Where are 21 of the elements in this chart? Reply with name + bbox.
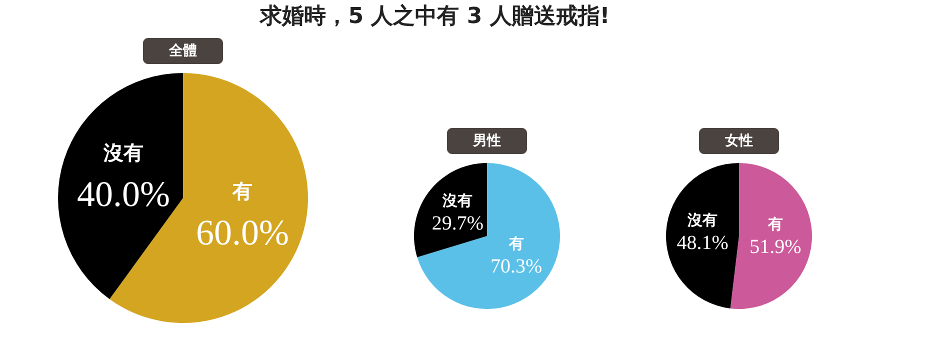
slice-label: 沒有 xyxy=(102,140,144,164)
slice-label: 有 xyxy=(766,215,783,234)
slice-label: 有 xyxy=(231,179,252,204)
slice-label: 沒有 xyxy=(686,210,718,229)
slice-label: 沒有 xyxy=(442,191,473,210)
chart-title: 女性 xyxy=(724,133,753,149)
chart-title: 男性 xyxy=(472,133,501,149)
data-label: 51.9% xyxy=(750,236,802,258)
data-label: 48.1% xyxy=(676,232,728,254)
data-label: 70.3% xyxy=(490,256,542,278)
text: 求婚時，5 人之中有 3 人贈送戒指! xyxy=(259,3,610,29)
data-label: 29.7% xyxy=(432,212,484,234)
chart-title: 全體 xyxy=(168,43,197,59)
slice-label: 有 xyxy=(508,234,524,253)
pie-slice xyxy=(417,163,560,309)
data-label: 40.0% xyxy=(77,174,170,214)
data-label: 60.0% xyxy=(196,212,289,253)
pie-slice xyxy=(414,163,487,258)
pie-slice xyxy=(666,163,739,308)
pie-slice xyxy=(730,163,812,309)
pie-slice xyxy=(58,73,183,300)
